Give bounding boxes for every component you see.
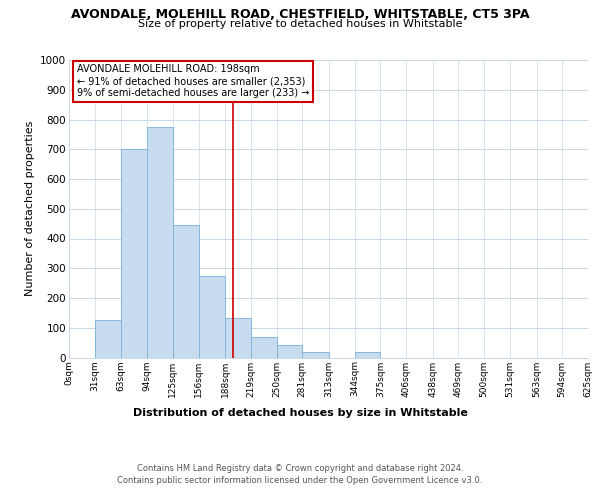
Y-axis label: Number of detached properties: Number of detached properties xyxy=(25,121,35,296)
Bar xyxy=(277,345,302,358)
Bar xyxy=(199,276,225,357)
Bar xyxy=(225,318,251,358)
Bar xyxy=(121,150,147,358)
Text: AVONDALE MOLEHILL ROAD: 198sqm
← 91% of detached houses are smaller (2,353)
9% o: AVONDALE MOLEHILL ROAD: 198sqm ← 91% of … xyxy=(77,64,309,98)
Bar xyxy=(173,225,199,358)
Text: Distribution of detached houses by size in Whitstable: Distribution of detached houses by size … xyxy=(133,408,467,418)
Bar xyxy=(302,352,329,358)
Bar xyxy=(251,336,277,357)
Text: AVONDALE, MOLEHILL ROAD, CHESTFIELD, WHITSTABLE, CT5 3PA: AVONDALE, MOLEHILL ROAD, CHESTFIELD, WHI… xyxy=(71,8,529,20)
Bar xyxy=(147,127,173,358)
Text: Contains HM Land Registry data © Crown copyright and database right 2024.: Contains HM Land Registry data © Crown c… xyxy=(137,464,463,473)
Bar xyxy=(95,320,121,358)
Bar xyxy=(355,352,380,358)
Text: Contains public sector information licensed under the Open Government Licence v3: Contains public sector information licen… xyxy=(118,476,482,485)
Text: Size of property relative to detached houses in Whitstable: Size of property relative to detached ho… xyxy=(138,19,462,29)
